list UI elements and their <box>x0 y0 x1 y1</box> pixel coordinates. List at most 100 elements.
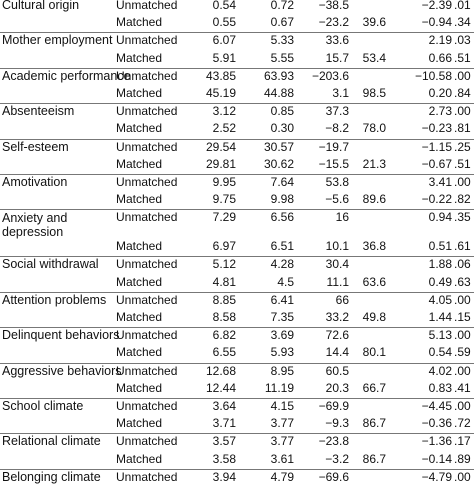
bias-cell: 20.3 <box>325 380 349 395</box>
table-row: Matched 3.58 3.61 −3.2 86.7 −0.14.89 <box>0 452 474 470</box>
t-statistic-cell: −1.15 <box>386 138 452 157</box>
bias-cell: 15.7 <box>325 50 349 65</box>
t-statistic-cell: 5.13 <box>386 327 452 346</box>
control-mean-cell: 7.35 <box>270 310 294 324</box>
t-statistic-cell: −4.45 <box>386 397 452 417</box>
bias-cell: −8.2 <box>325 121 349 136</box>
t-statistic-cell: −10.58 <box>386 67 452 86</box>
treated-mean-cell: 9.95 <box>192 173 236 193</box>
variable-cell: Anxiety and depression <box>0 209 112 240</box>
variable-cell: Cultural origin <box>2 0 80 12</box>
sample-cell: Matched <box>116 451 163 466</box>
table-row: Amotivation Unmatched 9.95 7.64 53.8 3.41.00 <box>0 173 474 193</box>
t-statistic-cell: −0.36 <box>421 416 452 431</box>
p-value-cell: .34 <box>454 15 471 30</box>
variable-cell: Delinquent behaviors <box>0 327 119 346</box>
bias-cell: 72.6 <box>294 327 349 346</box>
treated-mean-cell: 7.29 <box>192 209 236 240</box>
bias-reduction-cell: 49.8 <box>362 310 386 324</box>
bias-cell: 33.6 <box>294 32 349 51</box>
p-value-cell: .00 <box>452 173 474 193</box>
p-value-cell: .84 <box>454 85 471 100</box>
treated-mean-cell: 9.75 <box>212 192 236 207</box>
table-row: Matched 29.81 30.62 −15.5 21.3 −0.67.51 <box>0 157 474 175</box>
bias-reduction-cell <box>349 173 386 193</box>
control-mean-cell: 4.79 <box>236 468 294 487</box>
table-row: Self-esteem Unmatched 29.54 30.57 −19.7 −1.15… <box>0 138 474 157</box>
bias-reduction-cell: 66.7 <box>362 380 386 395</box>
bias-reduction-cell <box>349 0 386 15</box>
sample-cell: Matched <box>116 192 163 207</box>
table-row: Matched 6.97 6.51 10.1 36.8 0.51.61 <box>0 239 474 257</box>
bias-cell: −5.6 <box>325 192 349 207</box>
t-statistic-cell: −0.14 <box>421 451 452 466</box>
table-row: Matched 0.55 0.67 −23.2 39.6 −0.94.34 <box>0 15 474 33</box>
bias-reduction-cell <box>349 138 386 157</box>
bias-cell: −38.5 <box>318 0 349 12</box>
treated-mean-cell: 8.58 <box>212 310 236 324</box>
sample-cell: Unmatched <box>112 327 192 346</box>
variable-cell <box>0 381 112 399</box>
bias-reduction-cell <box>349 291 386 310</box>
bias-cell: 53.8 <box>294 173 349 193</box>
t-statistic-cell: 0.83 <box>428 380 452 395</box>
treated-mean-cell: 0.54 <box>212 0 236 12</box>
t-statistic-cell: 0.94 <box>386 209 452 240</box>
bias-cell: 16 <box>294 209 349 240</box>
t-statistic-cell: 0.20 <box>428 85 452 100</box>
p-value-cell: .03 <box>452 32 474 51</box>
p-value-cell: .81 <box>454 121 471 136</box>
sample-cell: Matched <box>116 416 163 431</box>
sample-cell: Matched <box>116 310 163 324</box>
sample-cell: Unmatched <box>112 433 192 452</box>
bias-cell: 10.1 <box>325 239 349 254</box>
bias-reduction-cell <box>349 209 386 240</box>
variable-cell: Relational climate <box>0 433 112 452</box>
treated-mean-cell: 3.57 <box>192 433 236 452</box>
treated-mean-cell: 12.44 <box>205 380 236 395</box>
control-mean-cell: 3.61 <box>270 451 294 466</box>
bias-reduction-cell <box>349 67 386 86</box>
control-mean-cell: 3.77 <box>270 416 294 431</box>
bias-reduction-cell <box>349 256 386 275</box>
control-mean-cell: 63.93 <box>236 67 294 86</box>
control-mean-cell: 3.77 <box>236 433 294 452</box>
t-statistic-cell: 2.73 <box>386 103 452 122</box>
p-value-cell: .51 <box>454 50 471 65</box>
treated-mean-cell: 2.52 <box>212 121 236 136</box>
bias-reduction-cell <box>349 103 386 122</box>
p-value-cell: .01 <box>454 0 471 12</box>
treated-mean-cell: 0.55 <box>212 15 236 30</box>
treated-mean-cell: 29.81 <box>205 156 236 171</box>
t-statistic-cell: −0.94 <box>421 15 452 30</box>
sample-cell: Unmatched <box>112 468 192 487</box>
treated-mean-cell: 6.55 <box>212 345 236 360</box>
treated-mean-cell: 5.12 <box>192 256 236 275</box>
variable-cell <box>0 121 112 139</box>
sample-cell: Unmatched <box>112 173 192 193</box>
variable-cell: School climate <box>0 397 112 417</box>
variable-cell: Amotivation <box>0 173 112 193</box>
control-mean-cell: 5.33 <box>236 32 294 51</box>
bias-cell: 30.4 <box>294 256 349 275</box>
p-value-cell: .25 <box>452 138 474 157</box>
treated-mean-cell: 3.94 <box>192 468 236 487</box>
treated-mean-cell: 3.71 <box>212 416 236 431</box>
variable-cell <box>0 310 112 328</box>
p-value-cell: .72 <box>454 416 471 431</box>
table-row: Matched 8.58 7.35 33.2 49.8 1.44.15 <box>0 310 474 328</box>
p-value-cell: .59 <box>454 345 471 360</box>
control-mean-cell: 9.98 <box>270 192 294 207</box>
variable-cell <box>0 452 112 470</box>
sample-cell: Matched <box>116 156 163 171</box>
variable-cell <box>0 239 112 257</box>
sample-cell: Unmatched <box>112 103 192 122</box>
sample-cell: Matched <box>116 345 163 360</box>
sample-cell: Matched <box>116 121 163 136</box>
table-row: Social withdrawal Unmatched 5.12 4.28 30.4 1.… <box>0 256 474 275</box>
bias-reduction-cell: 39.6 <box>362 15 386 30</box>
variable-cell: Aggressive behaviors <box>0 362 122 381</box>
bias-reduction-cell: 53.4 <box>362 50 386 65</box>
table-row: Matched 12.44 11.19 20.3 66.7 0.83.41 <box>0 381 474 399</box>
t-statistic-cell: 4.05 <box>386 291 452 310</box>
